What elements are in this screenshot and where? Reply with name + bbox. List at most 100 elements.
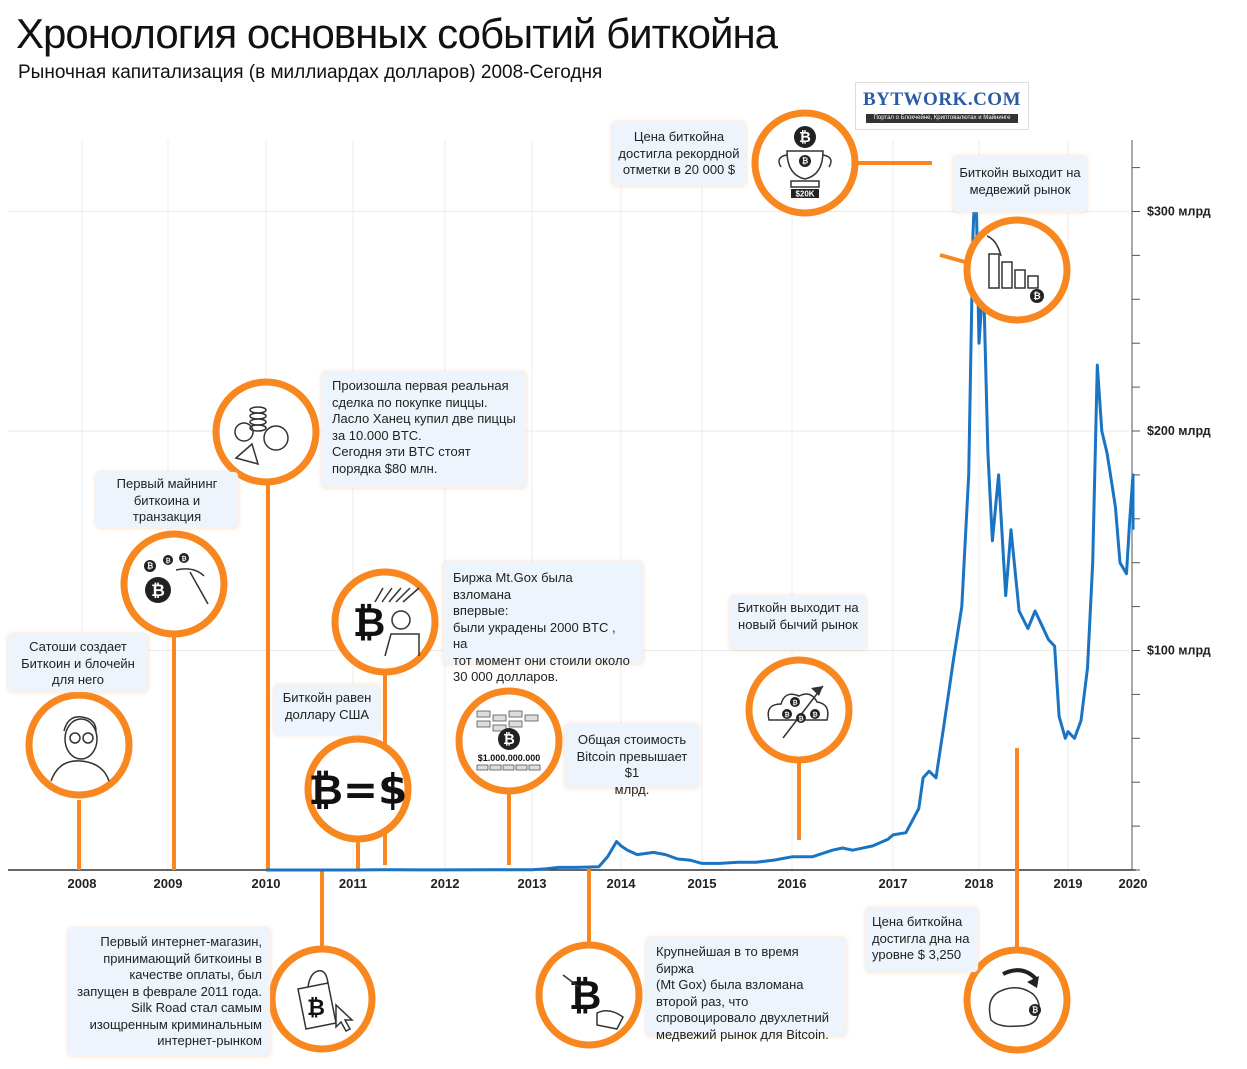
ann-line: отметки в 20 000 $ bbox=[622, 162, 736, 177]
hacker-head bbox=[391, 610, 411, 630]
btc-coin: ₿ bbox=[144, 560, 156, 572]
ann-line: сделка по покупке пиццы. bbox=[332, 394, 488, 410]
ann-line: тот момент они стоили около bbox=[453, 652, 630, 668]
ann-line: Биткойн равен bbox=[282, 690, 372, 705]
coin-body bbox=[179, 553, 189, 563]
data-stream bbox=[402, 587, 420, 603]
coin-body bbox=[790, 697, 800, 707]
ann-line: Silk Road стал самым bbox=[131, 1000, 262, 1015]
coin-symbol: ₿ bbox=[798, 714, 803, 722]
x-tick-label: 2019 bbox=[1054, 876, 1083, 891]
ann-line: медвежий рынок для Bitcoin. bbox=[656, 1026, 829, 1042]
banknote bbox=[508, 710, 523, 718]
laptop bbox=[384, 633, 420, 657]
annotation-silk-road: Первый интернет-магазин, принимающий бит… bbox=[68, 928, 270, 1056]
btc-coin: ₿ bbox=[145, 577, 171, 603]
ann-line: Произошла первая реальная bbox=[332, 378, 509, 393]
annotation-mtgox-second: Крупнейшая в то время биржа (Mt Gox) был… bbox=[646, 938, 846, 1042]
falling-bar bbox=[1001, 261, 1013, 289]
banknote bbox=[515, 764, 528, 771]
icon-ring bbox=[745, 656, 853, 764]
banknote bbox=[476, 764, 489, 771]
crack bbox=[562, 974, 580, 988]
btc-equals-usd-icon: ₿=$ bbox=[304, 735, 412, 843]
billion-label: $1.000.000.000 bbox=[478, 753, 541, 763]
ann-line: Крупнейшая в то время биржа bbox=[656, 944, 799, 976]
pizza-coins-icon bbox=[212, 378, 320, 486]
logo-name: BYTWORK.COM bbox=[862, 89, 1022, 110]
data-stream bbox=[381, 587, 393, 603]
cursor bbox=[335, 1003, 354, 1032]
satoshi-portrait-icon bbox=[25, 691, 133, 799]
icon-ring bbox=[120, 530, 228, 638]
btc-coin: ₿ bbox=[163, 555, 173, 565]
pizza-slice bbox=[234, 442, 260, 466]
icon-ring bbox=[25, 691, 133, 799]
ann-line: Сатоши создает bbox=[29, 639, 127, 654]
coin-body bbox=[794, 126, 816, 148]
coin-symbol: ₿ bbox=[569, 973, 602, 1019]
arrow-head bbox=[1027, 976, 1039, 988]
ann-line: для него bbox=[52, 672, 104, 687]
annotation-mtgox-first: Биржа Mt.Gox была взломана впервые: были… bbox=[443, 562, 643, 684]
data-stream bbox=[374, 587, 384, 603]
coin-symbol: ₿ bbox=[784, 710, 789, 718]
trophy-handles bbox=[778, 154, 832, 168]
ann-line: млрд. bbox=[614, 781, 650, 797]
x-tick-label: 2016 bbox=[778, 876, 807, 891]
banknote bbox=[508, 720, 523, 728]
ann-line: Общая стоимость bbox=[577, 732, 687, 747]
glasses-right bbox=[82, 732, 94, 744]
ann-line: Ласло Ханец купил две пиццы bbox=[332, 411, 516, 426]
x-tick-label: 2014 bbox=[607, 876, 637, 891]
logo-tagline: Портал о Блокчейне, Криптовалютах и Майн… bbox=[866, 114, 1018, 123]
coin-body bbox=[145, 577, 171, 603]
coin-symbol: ₿ bbox=[503, 732, 515, 748]
ann-line: (Mt Gox) была взломана bbox=[656, 977, 804, 992]
x-tick-label: 2011 bbox=[339, 876, 367, 891]
coin-symbol: ₿ bbox=[165, 556, 170, 564]
annotation-parity: Биткойн равен доллару США bbox=[274, 685, 380, 735]
bag-symbol: ₿ bbox=[307, 996, 325, 1021]
falling-bar bbox=[988, 253, 1000, 289]
trophy-icon: ₿ ₿ $20K bbox=[751, 109, 859, 217]
ann-line: принимающий биткоины в bbox=[103, 950, 262, 966]
coin-body bbox=[144, 560, 156, 572]
annotation-pizza: Произошла первая реальная сделка по поку… bbox=[322, 372, 526, 488]
ann-line: за 10.000 BTC. bbox=[332, 427, 422, 443]
page-subtitle: Рыночная капитализация (в миллиардах дол… bbox=[18, 62, 603, 83]
parity-glyph: ₿=$ bbox=[309, 765, 408, 814]
pizza-coin bbox=[234, 422, 254, 442]
btc-coin: ₿ bbox=[799, 155, 811, 167]
piggy-bank-icon: ₿ bbox=[963, 946, 1071, 1054]
y-tick-label: $200 млрд bbox=[1147, 424, 1211, 438]
coin-body bbox=[799, 155, 811, 167]
site-logo[interactable]: BYTWORK.COM Портал о Блокчейне, Криптова… bbox=[855, 82, 1029, 130]
btc-coin: ₿ bbox=[782, 709, 792, 719]
ann-line: доллару США bbox=[284, 706, 370, 722]
x-tick-label: 2008 bbox=[68, 876, 97, 891]
annotation-stems bbox=[77, 161, 1019, 948]
coin-symbol: ₿ bbox=[1032, 1006, 1038, 1015]
ann-line: Цена биткойна bbox=[872, 914, 963, 929]
annotation-bull-market: Биткойн выходит на новый бычий рынок bbox=[730, 596, 866, 650]
icon-ring bbox=[304, 735, 412, 843]
banknote bbox=[528, 764, 541, 771]
coin-symbol: ₿ bbox=[1033, 291, 1040, 301]
coin-symbol: ₿ bbox=[353, 600, 386, 646]
ann-line: новый бычий рынок bbox=[738, 616, 858, 632]
coin-symbol: ₿ bbox=[802, 157, 808, 166]
banknote bbox=[489, 764, 502, 771]
x-tick-label: 2013 bbox=[518, 876, 547, 891]
bag-handle bbox=[307, 970, 329, 988]
money-pile-icon: ₿ $1.000.000.000 bbox=[455, 687, 563, 795]
data-stream bbox=[388, 587, 402, 603]
broken-coin-hand-icon: ₿ bbox=[535, 941, 643, 1049]
annotation-price-bottom: Цена биткойна достигла дна на уровне $ 3… bbox=[866, 908, 978, 972]
pickaxe-head bbox=[175, 568, 205, 577]
ann-line: изощренным криминальным bbox=[89, 1016, 262, 1032]
pickaxe-coins-icon: ₿ ₿ ₿ ₿ bbox=[120, 530, 228, 638]
ann-line: Биткоин и блочейн bbox=[21, 655, 135, 671]
icon-ring bbox=[535, 941, 643, 1049]
ann-line: Сегодня эти BTC стоят bbox=[332, 444, 471, 459]
